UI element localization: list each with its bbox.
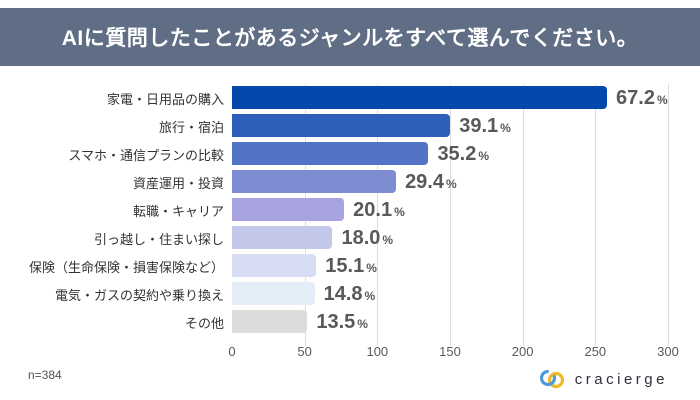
x-tick-label: 50 [297,344,312,359]
logo-icon [539,369,564,389]
brand-logo: cracierge [539,366,668,392]
chart-row: スマホ・通信プランの比較 35.2% [0,140,700,168]
bar [232,254,317,277]
bar [232,170,397,193]
value-number: 67.2 [616,87,655,109]
chart-row: 資産運用・投資 29.4% [0,168,700,196]
value-number: 20.1 [353,199,393,221]
bar-track: 67.2% [232,84,700,112]
chart-rows: 家電・日用品の購入 67.2% 旅行・宿泊 39.1% スマホ・通信プランの比較 [0,84,700,336]
bar-track: 15.1% [232,252,700,280]
bar-track: 35.2% [232,140,700,168]
x-tick-label: 0 [228,344,236,359]
chart-title: AIに質問したことがあるジャンルをすべて選んでください。 [61,27,639,50]
gridline [450,84,451,346]
value-label: 15.1% [325,256,377,276]
chart-row: 家電・日用品の購入 67.2% [0,84,700,112]
title-band: AIに質問したことがあるジャンルをすべて選んでください。 [0,8,700,66]
bar [232,86,608,109]
value-unit: % [500,121,511,135]
value-unit: % [357,317,368,331]
value-label: 14.8% [324,284,376,304]
chart-row: 転職・キャリア 20.1% [0,196,700,224]
value-unit: % [656,93,668,107]
category-label: 転職・キャリア [132,203,224,219]
gridline [668,84,669,346]
bar [232,282,315,305]
value-unit: % [366,261,377,275]
value-label: 35.2% [437,144,489,164]
x-tick-label: 150 [439,344,461,359]
bar-track: 20.1% [232,196,700,224]
category-label: 旅行・宿泊 [158,119,224,135]
category-label: 家電・日用品の購入 [106,91,224,107]
value-number: 18.0 [341,227,381,249]
bar-track: 14.8% [232,280,700,308]
chart-row: 保険（生命保険・損害保険など） 15.1% [0,252,700,280]
gridline [595,84,597,346]
x-tick-label: 100 [366,344,389,359]
value-number: 35.2 [437,143,477,165]
bar-track: 13.5% [232,308,700,336]
value-unit: % [446,177,457,191]
bar-track: 18.0% [232,224,700,252]
bar [232,198,345,221]
category-label: 引っ越し・住まい探し [93,231,224,247]
bar-chart: 家電・日用品の購入 67.2% 旅行・宿泊 39.1% スマホ・通信プランの比較 [0,84,700,346]
value-unit: % [394,205,405,219]
value-number: 39.1 [459,115,499,137]
x-axis: 0 50 100 150 200 250 300 [228,344,678,362]
value-label: 18.0% [341,228,393,248]
x-tick-label: 300 [657,344,679,359]
x-tick-label: 200 [511,344,534,359]
value-label: 29.4% [405,172,457,192]
value-number: 14.8 [323,283,363,305]
value-number: 15.1 [325,255,365,277]
value-label: 13.5% [316,312,368,332]
value-label: 67.2% [616,88,668,108]
bar [232,142,429,165]
sample-size-label: n=384 [28,368,62,382]
logo-text: cracierge [574,370,668,388]
bar-track: 39.1% [232,112,700,140]
bar [232,114,451,137]
bar [232,310,308,333]
value-label: 39.1% [459,116,511,136]
value-unit: % [382,233,394,247]
value-unit: % [478,149,490,163]
category-label: 電気・ガスの契約や乗り換え [54,287,224,303]
value-unit: % [364,289,376,303]
category-label: 資産運用・投資 [132,175,224,191]
category-label: スマホ・通信プランの比較 [68,147,224,163]
gridline [377,84,379,346]
category-label: その他 [184,315,224,331]
value-number: 13.5 [316,311,356,333]
chart-row: その他 13.5% [0,308,700,336]
gridline [522,84,524,346]
bar [232,226,333,249]
chart-row: 電気・ガスの契約や乗り換え 14.8% [0,280,700,308]
value-label: 20.1% [353,200,405,220]
chart-row: 旅行・宿泊 39.1% [0,112,700,140]
x-tick-label: 250 [584,344,607,359]
bar-track: 29.4% [232,168,700,196]
chart-row: 引っ越し・住まい探し 18.0% [0,224,700,252]
category-label: 保険（生命保険・損害保険など） [28,259,224,275]
value-number: 29.4 [405,171,444,193]
